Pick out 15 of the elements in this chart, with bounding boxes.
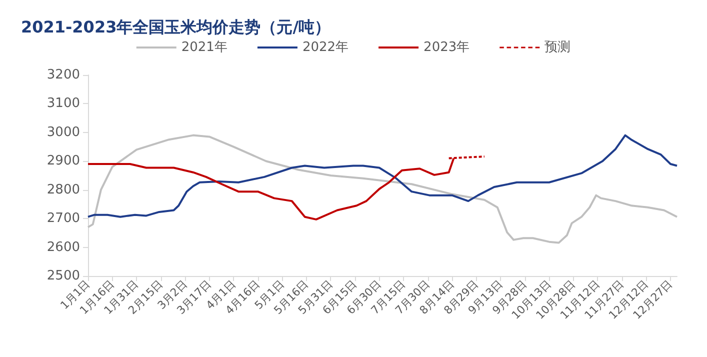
line-series	[87, 134, 678, 244]
y-tick-label: 3100	[46, 96, 80, 112]
y-tick-label: 2700	[46, 211, 80, 226]
chart-title: 2021-2023年全国玉米均价走势（元/吨）	[21, 18, 331, 36]
y-tick-label: 2600	[46, 240, 80, 255]
legend-label: 预测	[544, 40, 571, 55]
legend-label: 2022年	[302, 40, 349, 55]
y-tick-label: 2500	[46, 268, 80, 284]
y-tick-label: 3200	[46, 68, 80, 82]
y-tick-label: 3000	[46, 124, 80, 140]
line-series	[87, 134, 678, 218]
y-tick-label: 2800	[46, 182, 80, 198]
legend-label: 2023年	[424, 40, 470, 55]
y-tick-label: 2900	[46, 154, 80, 169]
legend-label: 2021年	[181, 40, 228, 55]
